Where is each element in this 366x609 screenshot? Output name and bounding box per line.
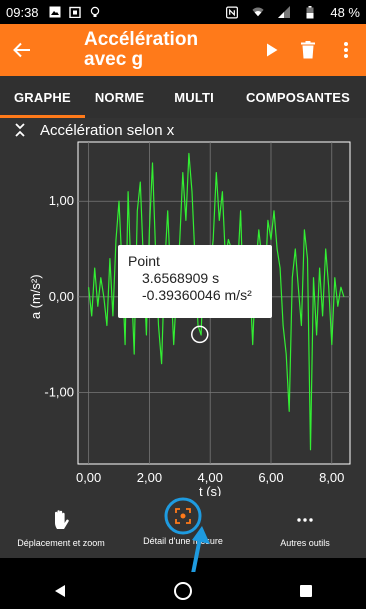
collapse-icon bbox=[15, 123, 25, 137]
status-time: 09:38 bbox=[6, 4, 39, 20]
more-vert-icon bbox=[344, 42, 348, 58]
graph-title: Accélération selon x bbox=[40, 121, 175, 139]
tooltip-value: -0.39360046 m/s² bbox=[142, 287, 252, 303]
point-tooltip: Point 3.6568909 s -0.39360046 m/s² bbox=[118, 245, 272, 318]
arrow-back-icon bbox=[13, 42, 30, 58]
y-tick-label: 0,00 bbox=[49, 289, 74, 304]
wifi-icon bbox=[252, 6, 264, 18]
battery-icon bbox=[304, 5, 316, 18]
delete-button[interactable] bbox=[290, 24, 326, 76]
page-title-line2: avec g bbox=[84, 49, 144, 70]
y-tick-label: -1,00 bbox=[44, 384, 74, 399]
signal-icon bbox=[278, 6, 291, 18]
x-tick-label: 4,00 bbox=[198, 470, 223, 485]
tool-more[interactable]: Autres outils bbox=[245, 496, 365, 548]
tool-pan-zoom-label: Déplacement et zoom bbox=[17, 538, 105, 548]
play-button[interactable] bbox=[254, 24, 290, 76]
image-icon bbox=[49, 6, 61, 18]
selected-point-marker bbox=[191, 325, 209, 344]
x-axis-label: t (s) bbox=[199, 484, 221, 496]
crosshair-icon bbox=[164, 497, 202, 535]
system-nav-bar bbox=[0, 572, 366, 609]
battery-percent: 48 % bbox=[330, 4, 360, 20]
y-tick-label: 1,00 bbox=[49, 193, 74, 208]
clipboard-icon bbox=[68, 6, 81, 18]
tab-multi[interactable]: MULTI bbox=[174, 89, 214, 105]
trash-icon bbox=[301, 41, 315, 59]
graph-panel: Accélération selon x 0,00 2,00 4,00 6,00 8,0… bbox=[0, 118, 366, 536]
x-tick-label: 2,00 bbox=[137, 470, 162, 485]
more-dots-icon bbox=[297, 518, 313, 522]
y-axis-label: a (m/s²) bbox=[28, 274, 43, 319]
tab-composantes[interactable]: COMPOSANTES bbox=[245, 89, 351, 105]
recents-square-icon[interactable] bbox=[299, 584, 313, 598]
nfc-icon bbox=[226, 6, 239, 18]
bulb-icon bbox=[89, 6, 101, 18]
hand-icon bbox=[55, 510, 69, 529]
x-tick-label: 6,00 bbox=[258, 470, 283, 485]
graph-header: Accélération selon x bbox=[0, 118, 366, 142]
app-bar: Accélération avec g bbox=[0, 24, 366, 76]
overflow-menu-button[interactable] bbox=[326, 24, 366, 76]
tool-more-label: Autres outils bbox=[280, 538, 330, 548]
status-bar: 09:38 48 % bbox=[0, 0, 366, 24]
page-title: Accélération avec g bbox=[44, 30, 254, 70]
nav-spacer bbox=[0, 558, 366, 572]
page-title-line1: Accélération bbox=[84, 29, 199, 50]
tool-point-detail[interactable]: Détail d'une mesure bbox=[123, 496, 243, 546]
tool-bar: Déplacement et zoom Détail d'une mesure … bbox=[0, 496, 366, 558]
play-icon bbox=[267, 43, 278, 57]
home-circle-icon[interactable] bbox=[173, 581, 193, 601]
tooltip-title: Point bbox=[128, 253, 160, 269]
tab-graphe[interactable]: GRAPHE bbox=[0, 76, 85, 118]
tab-bar: GRAPHE NORME MULTI COMPOSANTES bbox=[0, 76, 366, 118]
back-button[interactable] bbox=[0, 24, 44, 76]
tool-pan-zoom[interactable]: Déplacement et zoom bbox=[1, 496, 121, 548]
x-tick-label: 0,00 bbox=[76, 470, 101, 485]
back-triangle-icon[interactable] bbox=[53, 584, 67, 598]
tab-norme[interactable]: NORME bbox=[94, 89, 145, 105]
x-tick-label: 8,00 bbox=[319, 470, 344, 485]
tool-point-detail-label: Détail d'une mesure bbox=[143, 536, 223, 546]
collapse-button[interactable] bbox=[0, 118, 40, 142]
tooltip-time: 3.6568909 s bbox=[142, 270, 220, 286]
